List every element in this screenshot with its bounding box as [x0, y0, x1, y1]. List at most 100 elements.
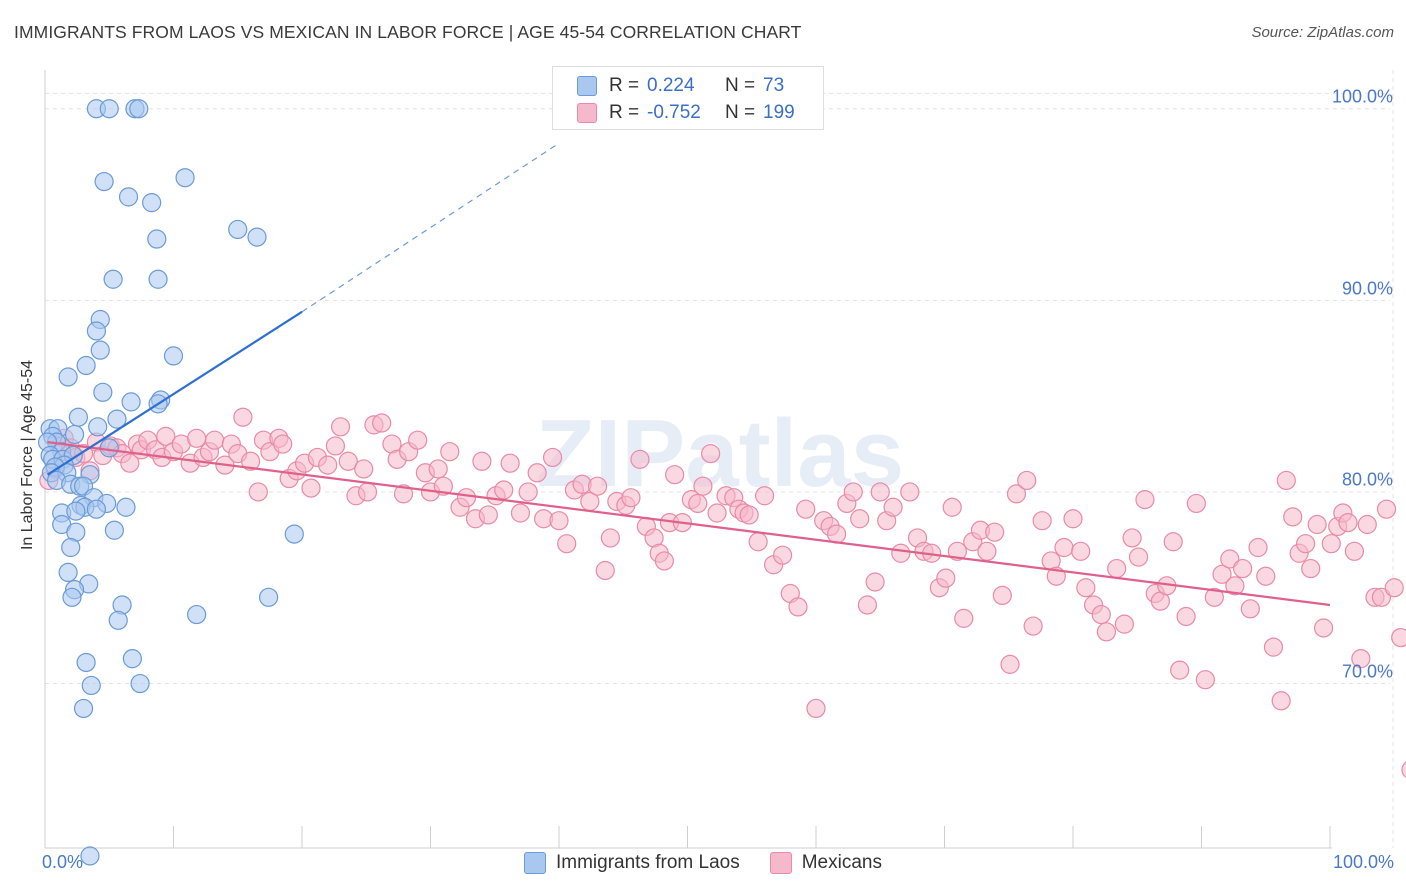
legend-label-laos: Immigrants from Laos: [556, 852, 740, 873]
mexicans-point: [1313, 618, 1334, 638]
legend-n-value: 73: [763, 75, 785, 96]
laos-point: [108, 610, 128, 630]
chart-title: IMMIGRANTS FROM LAOS VS MEXICAN IN LABOR…: [14, 22, 802, 42]
mexicans-point: [408, 430, 428, 450]
legend-label-mexicans: Mexicans: [801, 852, 882, 873]
mexicans-point: [891, 543, 911, 563]
mexicans-trend-line: [47, 441, 1331, 607]
mexicans-point: [1256, 566, 1276, 586]
laos-point: [121, 392, 141, 412]
legend-n-label: N =: [725, 102, 756, 123]
gridlines: [45, 70, 1394, 848]
laos-swatch: [577, 76, 597, 96]
laos-point: [130, 673, 150, 694]
stats-legend: R = 0.224 N = 73 R = -0.752 N = 199: [552, 66, 824, 130]
laos-point: [99, 438, 119, 458]
mexicans-point: [621, 488, 641, 508]
mexicans-point: [1128, 547, 1149, 567]
mexicans-point: [542, 447, 563, 468]
mexicans-point: [826, 524, 847, 544]
mexicans-point: [1276, 470, 1296, 491]
mexicans-point: [557, 534, 577, 554]
mexicans-point: [947, 541, 967, 561]
mexicans-point: [120, 453, 140, 473]
mexicans-point: [788, 597, 808, 617]
mexicans-point: [205, 430, 225, 450]
trend-lines: [46, 142, 1331, 607]
mexicans-point: [1391, 627, 1406, 648]
laos-point: [86, 321, 107, 341]
mexicans-point: [954, 608, 974, 628]
mexicans-point: [1091, 604, 1111, 625]
laos-point: [142, 193, 162, 213]
mexicans-point: [325, 436, 346, 456]
mexicans-point: [494, 480, 514, 500]
laos-point: [187, 604, 207, 625]
mexicans-point: [1135, 490, 1155, 510]
mexicans-point: [478, 505, 498, 525]
source-label: Source: ZipAtlas.com: [1251, 24, 1394, 41]
mexicans-point: [518, 482, 538, 502]
mexicans-point: [796, 499, 816, 519]
laos-point: [103, 269, 123, 289]
mexicans-point: [472, 451, 492, 471]
mexicans-point: [883, 497, 903, 517]
mexicans-point: [1301, 558, 1321, 579]
mexicans-point: [338, 451, 358, 471]
y-axis-label: In Labor Force | Age 45-54: [19, 359, 36, 551]
mexicans-point: [942, 497, 962, 517]
mexicans-point: [665, 465, 685, 485]
mexicans-point: [1220, 549, 1240, 569]
mexicans-point: [273, 434, 293, 454]
mexicans-point: [1384, 578, 1404, 598]
mexicans-point: [850, 509, 870, 529]
mexicans-point: [865, 572, 885, 592]
mexicans-point: [357, 482, 378, 502]
laos-legend-swatch: [524, 852, 546, 874]
laos-points: [37, 99, 304, 866]
y-tick-100: 100.0%: [1331, 86, 1393, 107]
mexicans-point: [701, 444, 721, 464]
legend-n-label: N =: [725, 75, 756, 96]
mexicans-point: [500, 453, 520, 473]
laos-point: [86, 499, 107, 519]
laos-point: [62, 587, 82, 607]
mexicans-point: [354, 459, 374, 479]
legend-r-value: 0.224: [647, 75, 695, 96]
mexicans-point: [1357, 514, 1377, 535]
mexicans-point: [630, 449, 650, 469]
mexicans-point: [1054, 537, 1074, 558]
mexicans-point: [1271, 691, 1291, 711]
legend-item-laos: Immigrants from Laos: [524, 852, 740, 874]
mexicans-swatch: [577, 103, 597, 123]
laos-point: [107, 409, 127, 429]
mexicans-point: [510, 503, 531, 523]
mexicans-point: [900, 482, 920, 502]
laos-point: [129, 99, 149, 119]
mexicans-point: [587, 476, 608, 496]
legend-row-mexicans: R = -0.752 N = 199: [577, 100, 795, 126]
mexicans-point: [857, 595, 878, 615]
mexicans-point: [1321, 534, 1341, 554]
mexicans-point: [1170, 660, 1190, 680]
mexicans-point: [1338, 512, 1358, 533]
mexicans-point: [772, 545, 793, 565]
laos-point: [116, 497, 136, 517]
mexicans-point: [318, 455, 338, 475]
y-tick-80: 80.0%: [1341, 469, 1393, 490]
mexicans-point: [187, 428, 207, 448]
mexicans-point: [433, 476, 453, 496]
laos-point: [99, 99, 119, 119]
mexicans-point: [1283, 507, 1303, 527]
mexicans-point: [1096, 622, 1117, 642]
x-tick-100: 100.0%: [1332, 852, 1394, 872]
laos-point: [58, 367, 78, 387]
mexicans-point: [372, 413, 392, 433]
laos-point: [148, 269, 168, 289]
mexicans-point: [1233, 558, 1253, 579]
laos-point: [104, 520, 124, 540]
series-legend: Immigrants from Laos Mexicans: [0, 852, 1406, 874]
laos-point: [122, 649, 142, 669]
laos-point: [247, 227, 267, 247]
